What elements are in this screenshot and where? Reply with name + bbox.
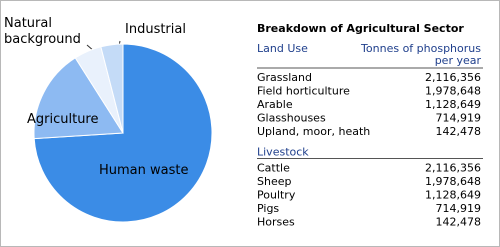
pie-slice bbox=[33, 57, 124, 140]
slice-label: Natural background bbox=[4, 16, 81, 47]
row-label: Field horticulture bbox=[257, 85, 350, 98]
label-line: background bbox=[4, 32, 81, 47]
row-label: Glasshouses bbox=[257, 112, 326, 125]
row-value: 2,116,356 bbox=[425, 71, 481, 84]
row-value: 714,919 bbox=[436, 112, 482, 125]
row-label: Cattle bbox=[257, 162, 290, 175]
row-label: Horses bbox=[257, 216, 295, 229]
row-label: Pigs bbox=[257, 202, 279, 215]
row-label: Sheep bbox=[257, 175, 291, 188]
pie-slice bbox=[100, 43, 124, 134]
row-label: Arable bbox=[257, 98, 293, 111]
slice-label: Human waste bbox=[99, 163, 188, 178]
column-header: Tonnes of phosphorus bbox=[360, 42, 481, 55]
row-label: Upland, moor, heath bbox=[257, 125, 370, 138]
row-value: 2,116,356 bbox=[425, 162, 481, 175]
row-value: 142,478 bbox=[436, 125, 482, 138]
section-heading: Land Use bbox=[257, 42, 308, 55]
section-heading: Livestock bbox=[257, 146, 309, 159]
label-line: Natural bbox=[4, 16, 52, 31]
slice-label: Industrial bbox=[125, 22, 186, 37]
row-label: Poultry bbox=[257, 189, 296, 202]
row-value: 1,978,648 bbox=[425, 175, 481, 188]
row-value: 142,478 bbox=[436, 216, 482, 229]
slice-label: Agriculture bbox=[27, 112, 99, 127]
row-value: 714,919 bbox=[436, 202, 482, 215]
row-value: 1,128,649 bbox=[425, 189, 481, 202]
table-title: Breakdown of Agricultural Sector bbox=[257, 22, 464, 35]
row-value: 1,978,648 bbox=[425, 85, 481, 98]
column-header: per year bbox=[435, 54, 482, 67]
row-value: 1,128,649 bbox=[425, 98, 481, 111]
row-label: Grassland bbox=[257, 71, 312, 84]
